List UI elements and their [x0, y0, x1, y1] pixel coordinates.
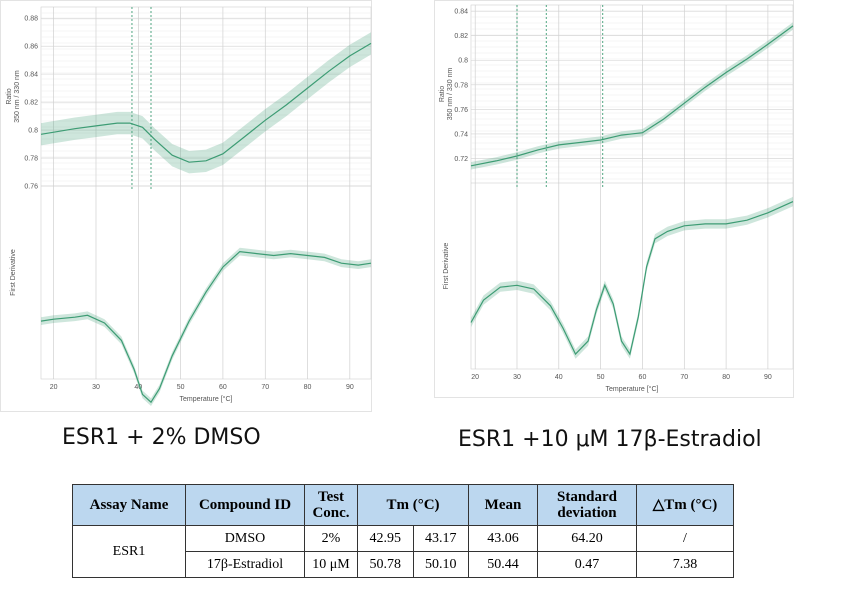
- table-row: ESR1 DMSO 2% 42.95 43.17 43.06 64.20 /: [72, 525, 734, 578]
- x-tick-label: 80: [722, 374, 730, 381]
- header-mean: Mean: [468, 484, 538, 526]
- x-tick-label: 90: [764, 374, 772, 381]
- ratio-series-line: [40, 42, 372, 163]
- y-tick-label: 0.82: [24, 100, 38, 107]
- bottom-y-axis-label: First Derivative: [443, 243, 450, 290]
- ratio-series-line: [470, 25, 794, 167]
- y-tick-label: 0.84: [454, 9, 468, 16]
- y-tick-label: 0.76: [24, 184, 38, 191]
- cell-conc: 2%: [304, 525, 358, 552]
- y-tick-label: 0.78: [24, 156, 38, 163]
- right-chart-panel: 20 30 40 50 60 70 80 90 Temperature [°C] 0.72 0.74…: [434, 0, 794, 398]
- header-assay-name: Assay Name: [72, 484, 186, 526]
- top-y-axis-label: Ratio: [439, 86, 446, 102]
- plot-frame: [40, 6, 372, 380]
- y-tick-label: 0.84: [24, 72, 38, 79]
- x-tick-label: 70: [680, 374, 688, 381]
- right-chart-caption: ESR1 +10 μM 17β-Estradiol: [458, 427, 762, 452]
- top-y-axis-label: Ratio: [6, 88, 13, 104]
- x-tick-label: 50: [597, 374, 605, 381]
- x-tick-label: 30: [513, 374, 521, 381]
- x-tick-label: 80: [304, 384, 312, 391]
- y-tick-label: 0.78: [454, 82, 468, 89]
- x-tick-label: 20: [50, 384, 58, 391]
- left-chart-caption: ESR1 + 2% DMSO: [62, 425, 261, 450]
- left-chart-svg: 20 30 40 50 60 70 80 90 Temperature [°C] 0.76 0.78…: [6, 6, 372, 406]
- top-y-axis-label: 350 nm / 330 nm: [447, 68, 454, 121]
- x-tick-label: 70: [261, 384, 269, 391]
- cell-compound: 17β-Estradiol: [185, 551, 305, 578]
- cell-tm2: 43.17: [412, 525, 469, 552]
- x-tick-label: 50: [177, 384, 185, 391]
- cell-delta-tm: /: [636, 525, 734, 552]
- derivative-series-line: [40, 250, 372, 404]
- derivative-series-confidence-band: [41, 247, 371, 406]
- plot-frame: [470, 4, 794, 370]
- x-tick-label: 40: [134, 384, 142, 391]
- x-tick-label: 30: [92, 384, 100, 391]
- table-header-row: Assay Name Compound ID Test Conc. Tm (°C…: [72, 484, 734, 526]
- x-tick-label: 20: [471, 374, 479, 381]
- cell-delta-tm: 7.38: [636, 551, 734, 578]
- y-tick-label: 0.86: [24, 44, 38, 51]
- y-tick-label: 0.8: [458, 58, 468, 65]
- cell-sd: 64.20: [537, 525, 637, 552]
- cell-sd: 0.47: [537, 551, 637, 578]
- y-tick-label: 0.74: [454, 131, 468, 138]
- header-compound-id: Compound ID: [185, 484, 305, 526]
- left-chart-panel: 20 30 40 50 60 70 80 90 Temperature [°C] 0.76 0.78…: [0, 0, 372, 412]
- header-delta-tm: △Tm (°C): [636, 484, 734, 526]
- cell-assay-name: ESR1: [72, 525, 186, 578]
- right-chart-svg: 20 30 40 50 60 70 80 90 Temperature [°C] 0.72 0.74…: [439, 4, 794, 393]
- x-tick-label: 90: [346, 384, 354, 391]
- cell-tm1: 50.78: [357, 551, 414, 578]
- table-row: 17β-Estradiol 10 μM 50.78 50.10 50.44 0.…: [73, 551, 734, 578]
- y-tick-label: 0.76: [454, 107, 468, 114]
- y-tick-label: 0.82: [454, 33, 468, 40]
- x-tick-label: 40: [555, 374, 563, 381]
- y-tick-label: 0.88: [24, 16, 38, 23]
- y-tick-label: 0.8: [28, 128, 38, 135]
- header-standard-deviation: Standard deviation: [537, 484, 637, 526]
- x-axis-label: Temperature [°C]: [606, 385, 659, 393]
- derivative-series-confidence-band: [471, 196, 793, 359]
- results-table: Assay Name Compound ID Test Conc. Tm (°C…: [72, 484, 734, 578]
- header-test-conc: Test Conc.: [304, 484, 358, 526]
- x-tick-label: 60: [639, 374, 647, 381]
- derivative-series-line: [470, 201, 794, 356]
- cell-compound: DMSO: [185, 525, 305, 552]
- cell-mean: 43.06: [468, 525, 538, 552]
- x-axis-label: Temperature [°C]: [180, 395, 233, 403]
- cell-tm1: 42.95: [357, 525, 414, 552]
- cell-mean: 50.44: [468, 551, 538, 578]
- cell-tm2: 50.10: [412, 551, 469, 578]
- bottom-y-axis-label: First Derivative: [10, 249, 17, 296]
- cell-conc: 10 μM: [304, 551, 358, 578]
- header-tm: Tm (°C): [357, 484, 469, 526]
- top-y-axis-label: 350 nm / 330 nm: [14, 70, 21, 123]
- x-tick-label: 60: [219, 384, 227, 391]
- y-tick-label: 0.72: [454, 156, 468, 163]
- ratio-series-confidence-band: [471, 22, 793, 170]
